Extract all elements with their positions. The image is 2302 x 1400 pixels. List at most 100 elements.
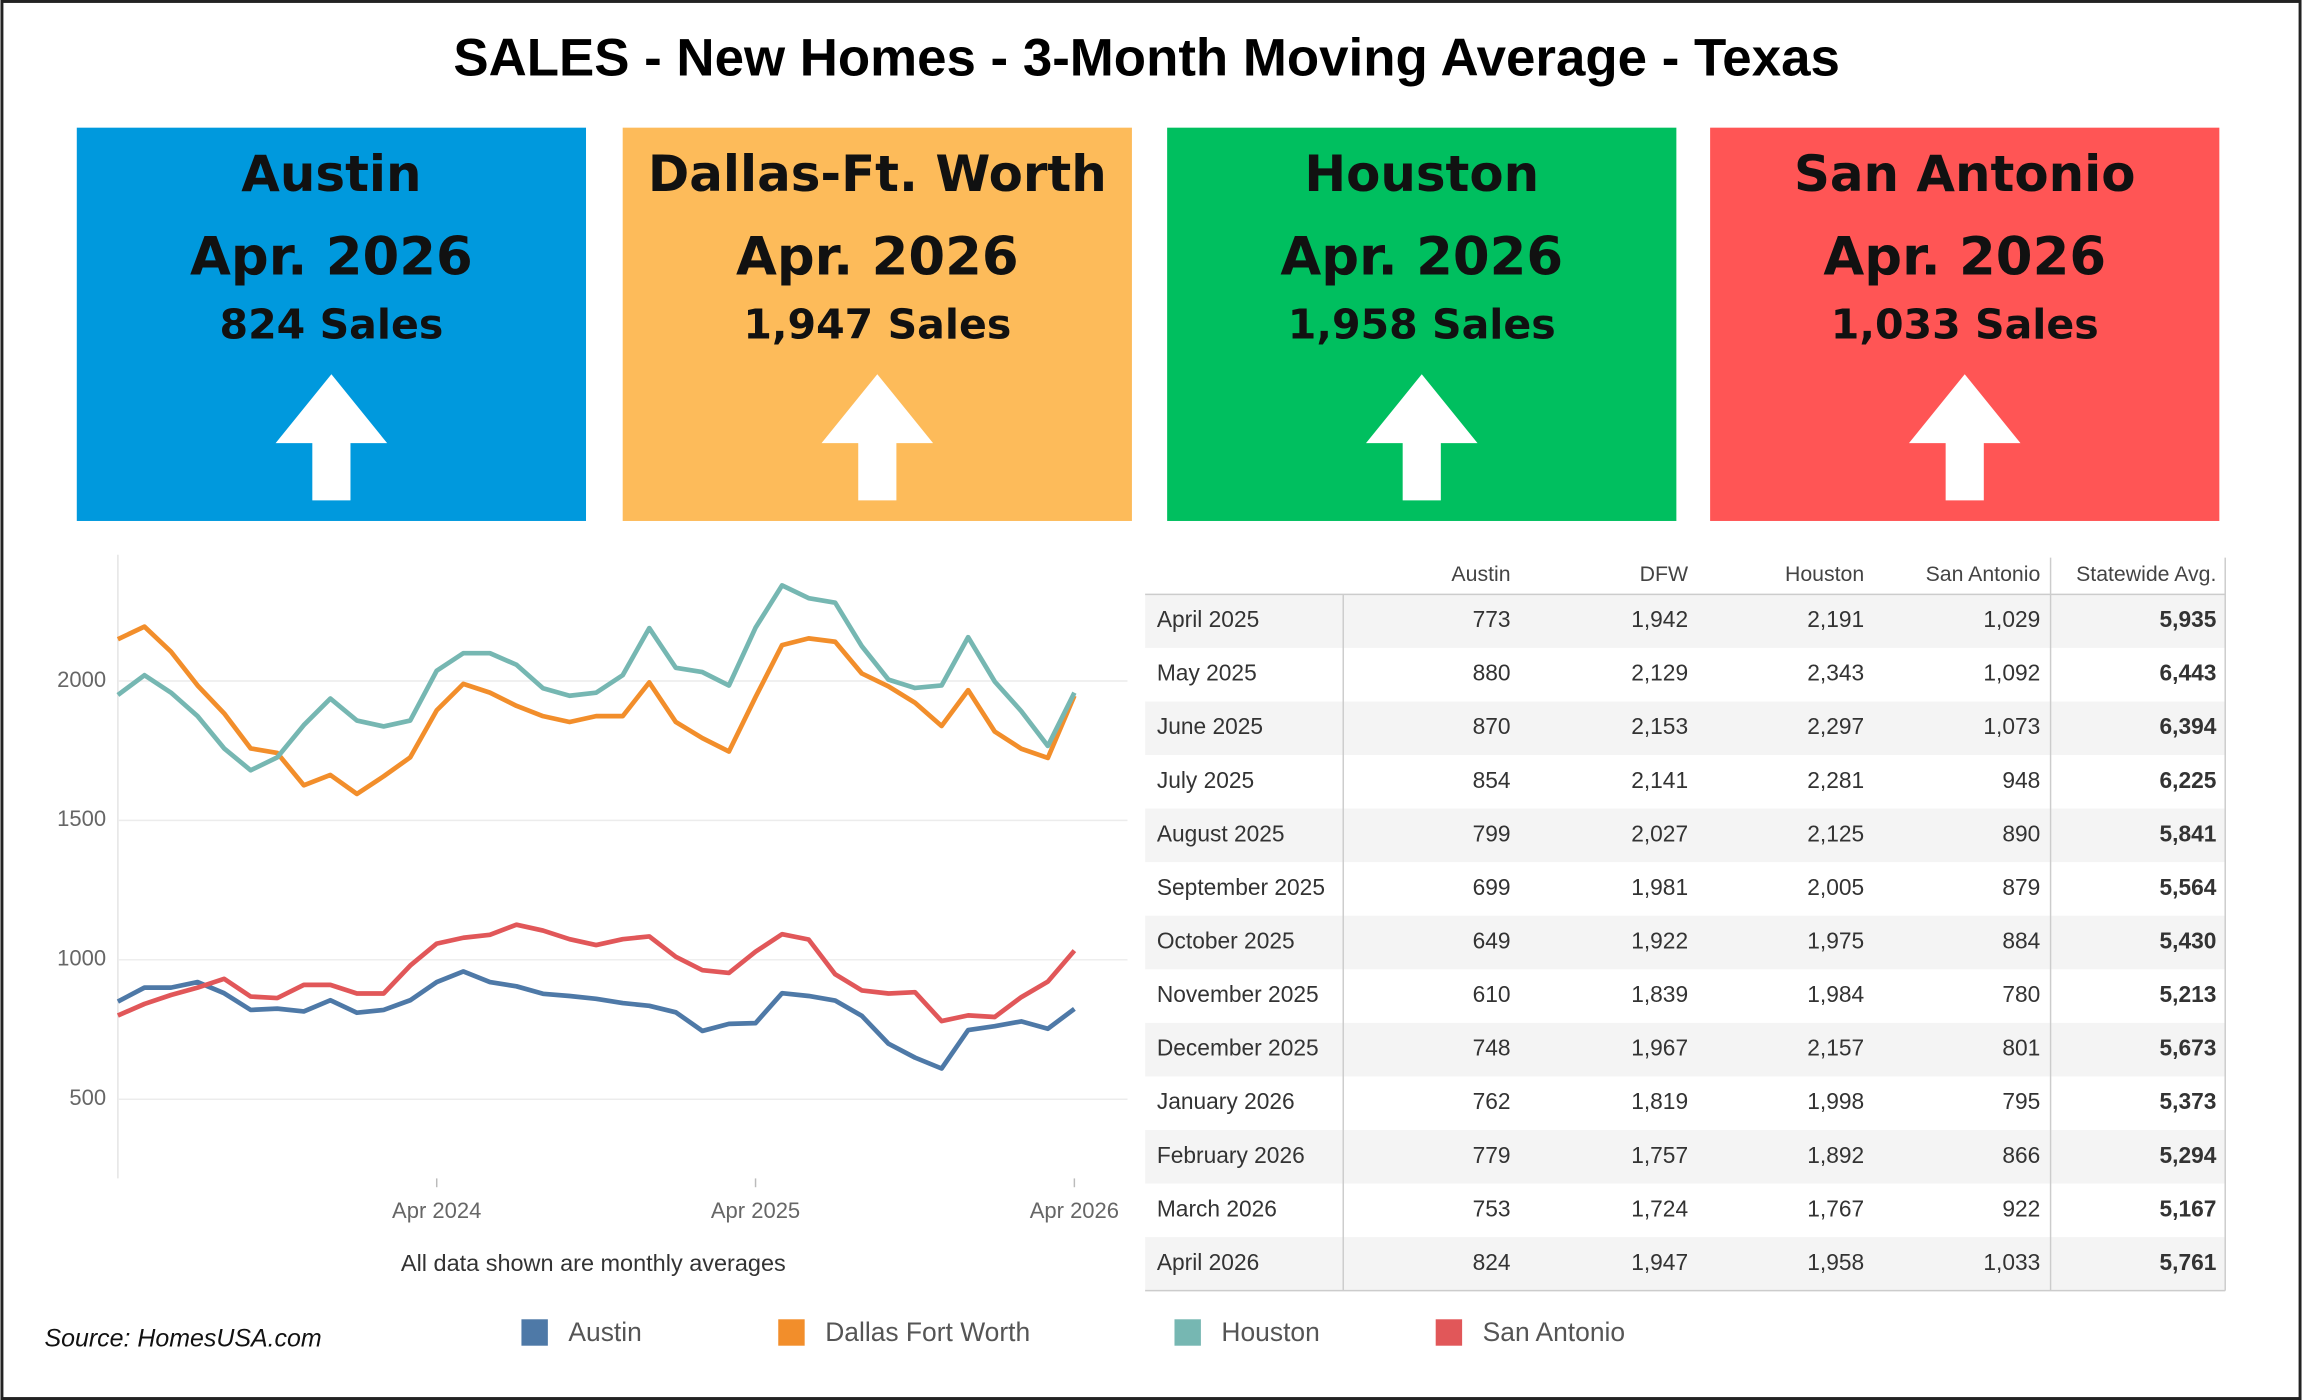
table-cell: 879: [2002, 874, 2040, 900]
table-cell: 2,129: [1631, 660, 1688, 686]
row-label: April 2025: [1157, 606, 1259, 632]
table-cell: 610: [1473, 981, 1511, 1007]
table-cell: 866: [2002, 1142, 2040, 1168]
table-cell: 5,564: [2160, 874, 2217, 900]
row-bg: [1145, 808, 2226, 863]
table-cell: 6,443: [2160, 660, 2217, 686]
table-cell: 1,073: [1983, 713, 2040, 739]
table-cell: 762: [1473, 1088, 1511, 1114]
table-cell: 824: [1473, 1249, 1511, 1275]
table-cell: 1,839: [1631, 981, 1688, 1007]
table-header: Austin: [1451, 562, 1510, 586]
legend-swatch: [521, 1319, 548, 1346]
table-cell: 2,191: [1807, 606, 1864, 632]
series-line: [116, 969, 1076, 1071]
table-cell: 1,967: [1631, 1035, 1688, 1061]
table-header: Houston: [1785, 562, 1864, 586]
row-label: April 2026: [1157, 1249, 1259, 1275]
row-label: December 2025: [1157, 1035, 1319, 1061]
table-cell: 5,673: [2160, 1035, 2217, 1061]
table-cell: 753: [1473, 1195, 1511, 1221]
table-cell: 1,767: [1807, 1195, 1864, 1221]
x-axis-label: All data shown are monthly averages: [401, 1250, 786, 1276]
table-header: DFW: [1640, 562, 1688, 586]
table-cell: 5,841: [2160, 820, 2217, 846]
source: Source: HomesUSA.com: [45, 1324, 322, 1352]
y-tick-label: 500: [69, 1085, 106, 1110]
table-cell: 854: [1473, 767, 1511, 793]
table-cell: 890: [2002, 820, 2040, 846]
row-label: November 2025: [1157, 981, 1319, 1007]
row-label: August 2025: [1157, 820, 1285, 846]
table-cell: 1,819: [1631, 1088, 1688, 1114]
card-city: Austin: [241, 145, 421, 203]
x-tick-label: Apr 2026: [1030, 1198, 1119, 1223]
arrow-up: [275, 374, 388, 501]
row-label: July 2025: [1157, 767, 1254, 793]
table-cell: 795: [2002, 1088, 2040, 1114]
table-cell: 2,125: [1807, 820, 1864, 846]
table-cell: 5,935: [2160, 606, 2217, 632]
card-sales: 1,947 Sales: [743, 300, 1011, 348]
table-cell: 773: [1473, 606, 1511, 632]
table-cell: 1,922: [1631, 928, 1688, 954]
y-tick-label: 2000: [57, 667, 106, 692]
table-cell: 748: [1473, 1035, 1511, 1061]
table-cell: 2,005: [1807, 874, 1864, 900]
table-cell: 699: [1473, 874, 1511, 900]
table-cell: 780: [2002, 981, 2040, 1007]
row-bg: [1145, 915, 2226, 970]
row-bg: [1145, 594, 2226, 648]
table-cell: 884: [2002, 928, 2040, 954]
card-date: Apr. 2026: [736, 226, 1019, 287]
card-date: Apr. 2026: [190, 226, 473, 287]
table-cell: 1,947: [1631, 1249, 1688, 1275]
title: SALES - New Homes - 3-Month Moving Avera…: [453, 29, 1839, 88]
table-cell: 1,984: [1807, 981, 1864, 1007]
table-cell: 1,092: [1983, 660, 2040, 686]
table-cell: 6,394: [2160, 713, 2217, 739]
table-cell: 2,343: [1807, 660, 1864, 686]
table-cell: 2,297: [1807, 713, 1864, 739]
legend-swatch: [778, 1319, 805, 1346]
row-bg: [1145, 1129, 2226, 1184]
legend-label: Austin: [568, 1317, 641, 1347]
table-cell: 922: [2002, 1195, 2040, 1221]
table-cell: 880: [1473, 660, 1511, 686]
table-cell: 5,373: [2160, 1088, 2217, 1114]
row-label: May 2025: [1157, 660, 1257, 686]
card-sales: 824 Sales: [220, 300, 444, 348]
table-cell: 5,761: [2160, 1249, 2217, 1275]
table-cell: 6,225: [2160, 767, 2217, 793]
row-label: October 2025: [1157, 928, 1295, 954]
table-cell: 1,998: [1807, 1088, 1864, 1114]
table-cell: 1,981: [1631, 874, 1688, 900]
table-cell: 2,141: [1631, 767, 1688, 793]
y-tick-label: 1500: [57, 806, 106, 831]
card-city: San Antonio: [1794, 145, 2136, 203]
x-tick-label: Apr 2024: [392, 1198, 481, 1223]
row-label: June 2025: [1157, 713, 1263, 739]
card-date: Apr. 2026: [1823, 226, 2106, 287]
row-label: March 2026: [1157, 1195, 1277, 1221]
x-tick-label: Apr 2025: [711, 1198, 800, 1223]
card-city: Houston: [1304, 145, 1539, 203]
table-cell: 801: [2002, 1035, 2040, 1061]
legend-label: San Antonio: [1483, 1317, 1625, 1347]
table-cell: 1,724: [1631, 1195, 1688, 1221]
table-cell: 1,958: [1807, 1249, 1864, 1275]
table-cell: 799: [1473, 820, 1511, 846]
table-cell: 649: [1473, 928, 1511, 954]
legend-label: Houston: [1221, 1317, 1319, 1347]
arrow-up: [1908, 374, 2021, 501]
table-header: Statewide Avg.: [2076, 562, 2216, 586]
card-sales: 1,033 Sales: [1831, 300, 2099, 348]
series-line: [116, 624, 1077, 797]
table-cell: 2,153: [1631, 713, 1688, 739]
table-cell: 2,157: [1807, 1035, 1864, 1061]
table-cell: 1,975: [1807, 928, 1864, 954]
row-label: February 2026: [1157, 1142, 1305, 1168]
arrow-up: [821, 374, 934, 501]
legend-swatch: [1435, 1319, 1463, 1346]
